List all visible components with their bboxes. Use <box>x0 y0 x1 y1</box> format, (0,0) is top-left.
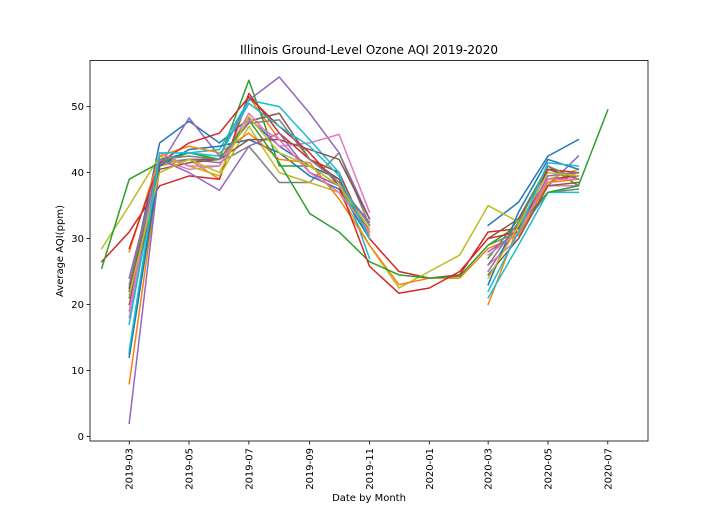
x-tick-label: 2020-01 <box>425 448 436 490</box>
y-tick-label: 0 <box>78 432 84 443</box>
x-axis-label: Date by Month <box>332 493 406 504</box>
x-axis: 2019-03 2019-05 2019-07 2019-09 2019-11 2020-… <box>125 441 614 490</box>
series-line-18 <box>128 119 580 286</box>
y-tick-label: 30 <box>71 234 84 245</box>
x-tick-label: 2020-03 <box>484 448 495 490</box>
series-line-16 <box>128 138 580 306</box>
y-tick-label: 20 <box>71 300 84 311</box>
x-tick-label: 2019-07 <box>244 448 255 490</box>
y-axis: 0 10 20 30 40 50 <box>71 102 90 443</box>
x-tick-label: 2019-11 <box>365 448 376 490</box>
y-tick-label: 50 <box>71 102 84 113</box>
y-axis-label: Average AQI(ppm) <box>55 205 66 297</box>
plot-area-frame <box>89 60 649 442</box>
y-tick-label: 40 <box>71 168 84 179</box>
x-tick-label: 2020-05 <box>543 448 554 490</box>
series-line-20 <box>128 102 580 352</box>
series-layer <box>100 76 609 425</box>
x-tick-label: 2019-03 <box>125 448 136 490</box>
chart-title: Illinois Ground-Level Ozone AQI 2019-202… <box>240 43 498 57</box>
y-tick-label: 10 <box>71 366 84 377</box>
x-tick-label: 2020-07 <box>603 448 614 490</box>
x-tick-label: 2019-09 <box>305 448 316 490</box>
series-line-14 <box>128 96 580 295</box>
x-tick-label: 2019-05 <box>185 448 196 490</box>
